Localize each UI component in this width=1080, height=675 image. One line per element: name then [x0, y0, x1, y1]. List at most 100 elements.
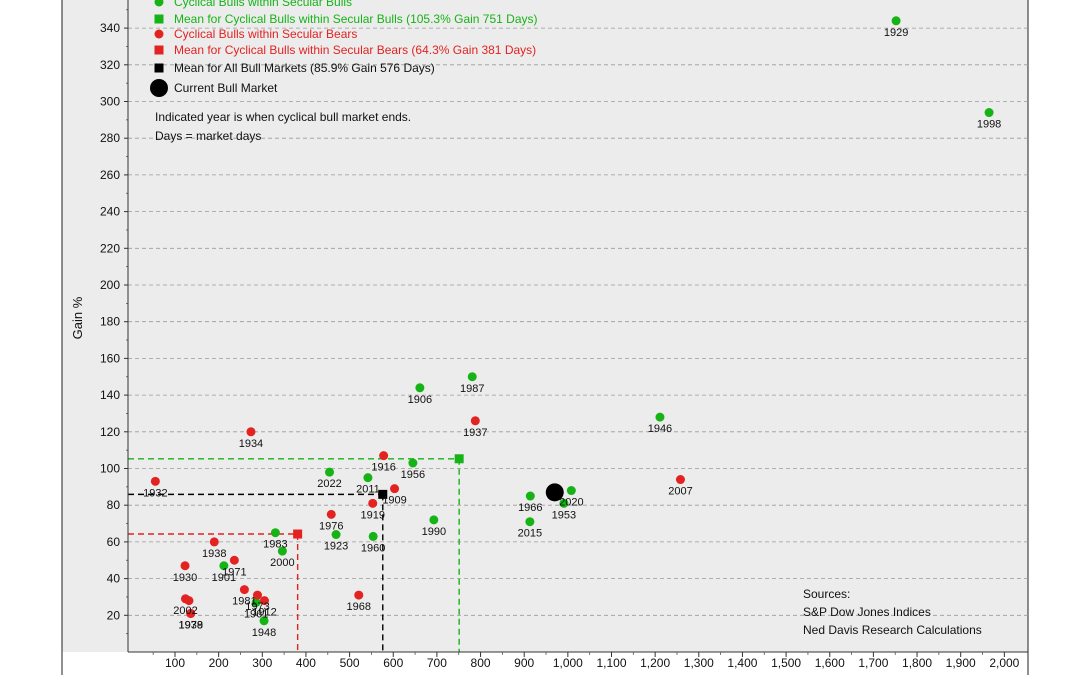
data-point [984, 108, 994, 118]
point-label: 2022 [317, 478, 341, 490]
point-label: 1938 [202, 548, 226, 560]
y-tick-label: 40 [107, 572, 121, 586]
mean-marker [454, 454, 464, 464]
data-point [219, 561, 229, 571]
data-point [277, 546, 287, 556]
x-tick-label: 100 [165, 656, 185, 670]
data-point [675, 475, 685, 485]
point-label: 1976 [319, 520, 343, 532]
plot-area [62, 0, 1028, 652]
y-tick-label: 140 [100, 388, 120, 402]
source-line: Ned Davis Research Calculations [803, 623, 982, 637]
data-point [180, 561, 190, 571]
y-tick-label: 280 [100, 131, 120, 145]
y-tick-label: 100 [100, 462, 120, 476]
data-point [252, 590, 262, 600]
data-point [467, 372, 477, 382]
y-tick-label: 200 [100, 278, 120, 292]
legend-label: Mean for Cyclical Bulls within Secular B… [174, 12, 538, 26]
y-tick-label: 80 [107, 498, 121, 512]
point-label: 1929 [884, 27, 908, 39]
point-label: 1919 [360, 509, 384, 521]
point-label: 1990 [422, 526, 446, 538]
x-tick-label: 1,500 [771, 656, 801, 670]
point-label: 1909 [382, 495, 406, 507]
legend-marker-square [154, 63, 164, 73]
data-point [186, 608, 196, 618]
data-point [559, 498, 569, 508]
point-label: 1906 [408, 394, 432, 406]
mean-marker [293, 529, 303, 539]
data-point [229, 555, 239, 565]
data-point [259, 596, 269, 606]
data-point [379, 451, 389, 461]
data-point [184, 596, 194, 606]
point-label: 1937 [463, 427, 487, 439]
point-label: 2000 [270, 557, 294, 569]
x-tick-label: 300 [252, 656, 272, 670]
point-label: 1973 [245, 601, 269, 613]
data-point [429, 515, 439, 525]
point-label: 1953 [552, 509, 576, 521]
x-tick-label: 400 [296, 656, 316, 670]
x-tick-label: 1,200 [640, 656, 670, 670]
data-point [363, 473, 373, 483]
point-label: 2011 [356, 484, 380, 496]
data-point [525, 517, 535, 527]
y-tick-label: 60 [107, 535, 121, 549]
data-point [239, 585, 249, 595]
data-point [259, 616, 269, 626]
point-label: 1998 [977, 119, 1001, 131]
data-point [246, 427, 256, 437]
point-label: 1901 [212, 572, 236, 584]
legend-marker-circle [154, 0, 164, 7]
legend-marker-square [154, 45, 164, 55]
point-label: 2020 [559, 497, 583, 509]
y-tick-label: 300 [100, 95, 120, 109]
data-point [209, 537, 219, 547]
data-point [470, 416, 480, 426]
point-label: 1948 [252, 627, 276, 639]
y-tick-label: 260 [100, 168, 120, 182]
x-tick-label: 700 [427, 656, 447, 670]
data-point [408, 458, 418, 468]
point-label: 1968 [347, 601, 371, 613]
data-point [525, 491, 535, 501]
point-label: 2015 [518, 528, 542, 540]
point-label: 1939 [178, 619, 202, 631]
x-tick-label: 1,400 [727, 656, 757, 670]
legend-label: Mean for All Bull Markets (85.9% Gain 57… [174, 61, 435, 75]
legend-marker-big-circle [150, 79, 168, 97]
data-point [415, 383, 425, 393]
legend-label: Cyclical Bulls within Secular Bulls [174, 0, 352, 9]
point-label: 1971 [222, 566, 246, 578]
note-market-days: Days = market days [155, 129, 261, 143]
data-point [270, 528, 280, 538]
source-line: Sources: [803, 587, 850, 601]
y-tick-label: 220 [100, 241, 120, 255]
y-tick-label: 340 [100, 21, 120, 35]
point-label: 1934 [239, 438, 263, 450]
point-label: 2002 [173, 605, 197, 617]
point-label: 1966 [518, 502, 542, 514]
y-axis-title: Gain % [70, 296, 85, 339]
mean-marker [378, 489, 388, 499]
point-label: 1946 [648, 423, 672, 435]
data-point [331, 530, 341, 540]
legend-marker-circle [154, 29, 164, 39]
point-label: 1983 [263, 539, 287, 551]
legend-label: Mean for Cyclical Bulls within Secular B… [174, 43, 536, 57]
point-label: 1930 [173, 572, 197, 584]
note-indicated-year: Indicated year is when cyclical bull mar… [155, 110, 411, 124]
y-tick-label: 320 [100, 58, 120, 72]
data-point [390, 484, 400, 494]
point-label: 2007 [668, 486, 692, 498]
legend-marker-square [154, 14, 164, 24]
data-point [655, 412, 665, 422]
x-tick-label: 1,000 [553, 656, 583, 670]
x-tick-label: 1,800 [902, 656, 932, 670]
data-point [368, 531, 378, 541]
x-tick-label: 1,100 [596, 656, 626, 670]
y-tick-label: 160 [100, 351, 120, 365]
y-tick-label: 240 [100, 205, 120, 219]
